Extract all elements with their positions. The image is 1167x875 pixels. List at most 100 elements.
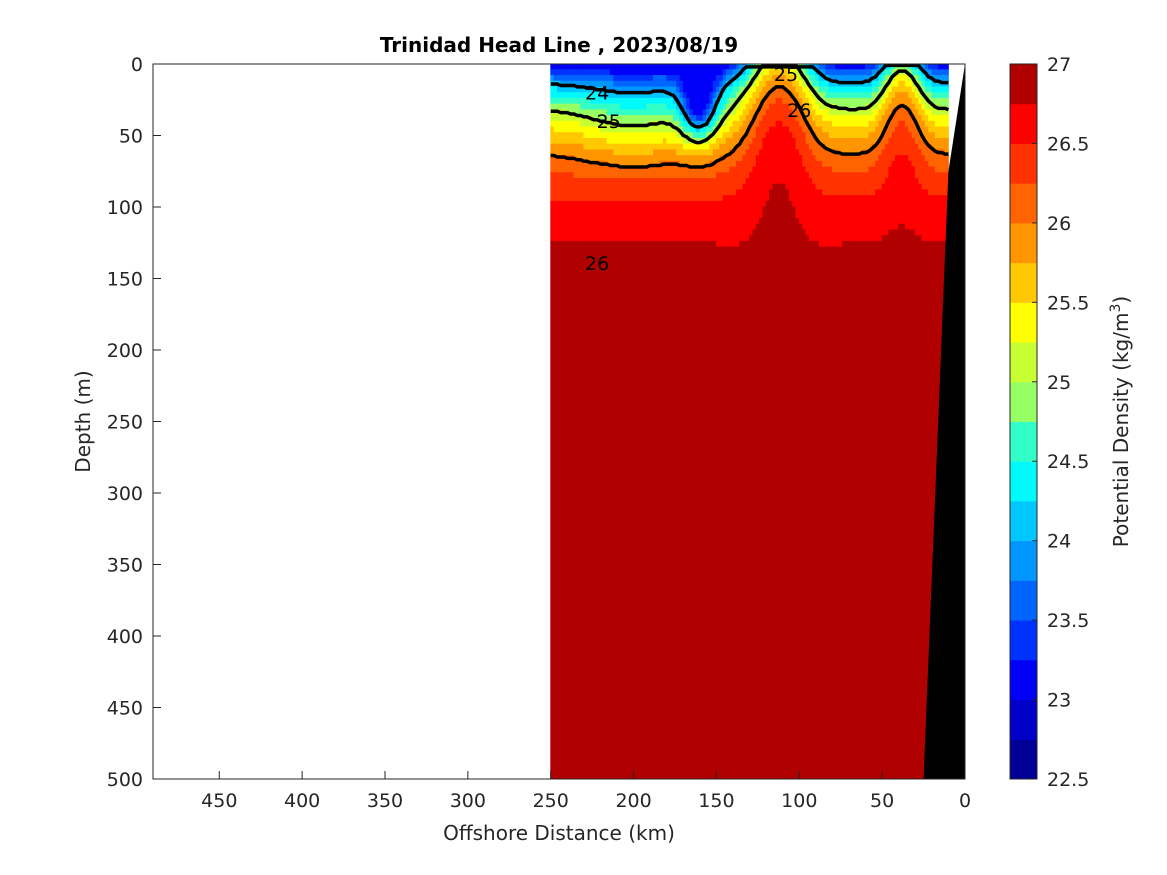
density-cell [583,115,588,128]
density-cell [633,80,638,88]
density-cell [716,75,721,88]
density-cell [573,178,578,202]
density-cell [646,240,651,779]
colorbar-segment [1010,500,1037,542]
density-cell [596,137,601,151]
density-cell [716,86,721,93]
density-cell [663,178,668,202]
density-cell [609,103,615,116]
density-cell [891,109,896,134]
density-cell [623,75,628,82]
density-cell [629,166,634,179]
density-cell [573,97,578,105]
density-cell [769,69,774,82]
density-cell [914,92,919,99]
density-cell [706,64,711,105]
density-cell [669,240,674,779]
density-cell [822,166,827,196]
density-cell [918,235,923,779]
density-cell [553,200,558,242]
density-cell [908,97,913,111]
density-cell [822,195,827,248]
density-cell [822,80,827,88]
density-cell [672,132,678,145]
density-cell [938,64,943,71]
density-cell [782,75,787,88]
density-cell [669,126,674,134]
y-tick-label: 200 [107,340,143,362]
density-cell [845,126,850,139]
density-cell [908,86,913,99]
density-cell [706,240,711,779]
density-cell [586,115,591,128]
density-cell [596,75,601,82]
density-cell [795,218,800,779]
density-cell [649,92,654,99]
density-cell [643,126,648,134]
density-cell [623,240,628,779]
density-cell [865,240,870,779]
density-cell [901,155,906,225]
density-cell [712,200,717,242]
density-cell [576,97,581,105]
density-cell [609,92,615,99]
density-cell [822,246,827,779]
density-cell [934,149,939,174]
density-cell [669,97,674,111]
density-cell [725,155,731,174]
density-cell [868,166,873,196]
density-cell [904,155,910,231]
density-cell [672,103,678,111]
density-cell [603,69,608,76]
density-cell [762,97,767,116]
density-cell [742,240,747,779]
density-cell [815,137,820,162]
density-cell [848,240,853,779]
density-cell [928,195,933,242]
density-cell [659,149,664,162]
density-cell [722,172,727,196]
density-cell [729,126,734,139]
x-tick-label: 250 [533,790,569,812]
density-cell [944,86,949,93]
density-cell [616,178,621,202]
density-cell [808,115,813,128]
density-cell [712,240,717,779]
density-cell [749,109,754,122]
density-cell [596,200,601,242]
density-cell [732,103,737,116]
density-cell [851,109,857,116]
density-cell [686,120,691,128]
density-cell [623,115,628,128]
density-cell [891,86,896,99]
density-cell [759,103,764,122]
density-cell [941,115,946,128]
density-cell [636,178,641,202]
density-cell [553,64,558,71]
density-cell [613,86,618,93]
density-cell [686,149,691,156]
density-cell [828,103,833,116]
density-cell [858,172,863,196]
density-cell [725,103,731,111]
density-cell [719,109,724,116]
density-cell [722,80,727,88]
density-cell [629,178,634,202]
density-cell [623,92,628,99]
density-cell [633,166,638,179]
density-cell [792,86,797,99]
density-cell [646,92,651,99]
y-tick-label: 0 [131,54,143,76]
colorbar-tick-label: 24.5 [1047,451,1089,473]
density-cell [822,69,827,76]
density-cell [712,80,717,93]
density-cell [772,103,777,128]
x-axis: 450 400 350 300 250 200 150 100 50 0 [201,771,971,812]
density-cell [944,92,949,99]
density-cell [619,126,625,134]
density-cell [918,75,923,82]
density-cell [898,223,903,779]
density-cell [706,103,711,111]
density-cell [603,178,608,202]
density-cell [745,115,750,134]
